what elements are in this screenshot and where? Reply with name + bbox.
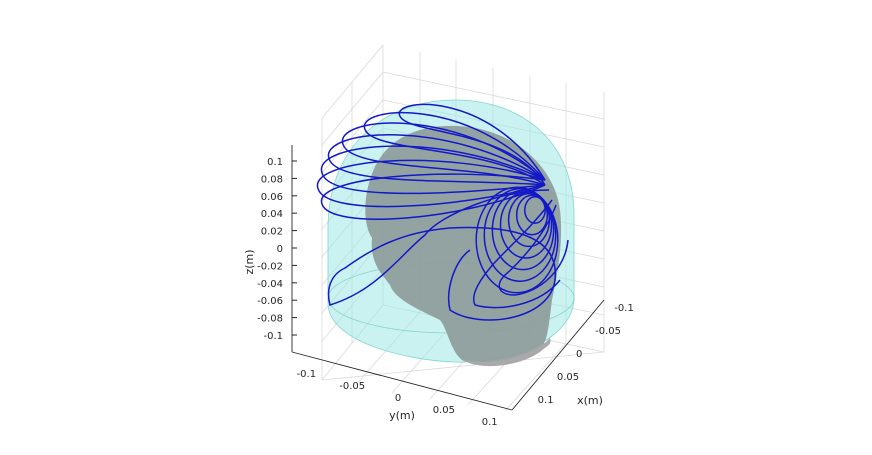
y-ticks: -0.1 -0.05 0 0.05 0.1 [297, 369, 498, 428]
z-tick-label: -0.04 [257, 279, 283, 290]
z-tick-label: 0 [277, 244, 283, 255]
x-ticks: -0.1 -0.05 0 0.05 0.1 [538, 303, 634, 406]
z-tick-label: 0.04 [261, 209, 283, 220]
x-tick-label: 0.1 [538, 395, 554, 406]
coil-lobe [316, 159, 546, 208]
x-tick-label: 0 [576, 349, 582, 360]
x-axis-label: x(m) [577, 394, 603, 407]
y-tick-label: 0.05 [433, 405, 455, 416]
y-tick-label: -0.1 [297, 369, 317, 380]
z-tick-label: -0.08 [257, 314, 283, 325]
z-tick-label: 0.02 [261, 227, 283, 238]
coil-lobe [498, 204, 569, 296]
z-tick-label: 0.08 [261, 174, 283, 185]
x-tick-label: 0.05 [557, 372, 579, 383]
coil-loop [515, 194, 549, 236]
z-tick-label: 0.06 [261, 192, 283, 203]
coil-lobe [473, 199, 561, 309]
y-tick-label: 0.1 [482, 417, 498, 428]
y-tick-label: 0 [395, 393, 401, 404]
coil-lobe [327, 189, 556, 321]
coil-lobe [341, 122, 546, 186]
y-tick-label: -0.05 [339, 381, 365, 392]
coil-lobe [320, 145, 546, 195]
coil-loop [483, 188, 557, 282]
x-tick-label: -0.1 [614, 303, 634, 314]
coil-contours [316, 103, 569, 321]
coil-lobe [363, 112, 546, 186]
coil-lobe [320, 173, 546, 220]
z-ticks: 0.1 0.08 0.06 0.04 0.02 0 -0.02 -0.04 -0.06 -0.08… [257, 157, 297, 342]
z-tick-label: 0.1 [267, 157, 283, 168]
coil-loop [524, 196, 546, 224]
z-axis-label: z(m) [243, 249, 256, 274]
y-axis-label: y(m) [389, 409, 415, 422]
z-tick-label: -0.06 [257, 296, 283, 307]
z-tick-label: -0.02 [257, 261, 283, 272]
z-tick-label: -0.1 [263, 331, 283, 342]
x-tick-label: -0.05 [595, 326, 621, 337]
